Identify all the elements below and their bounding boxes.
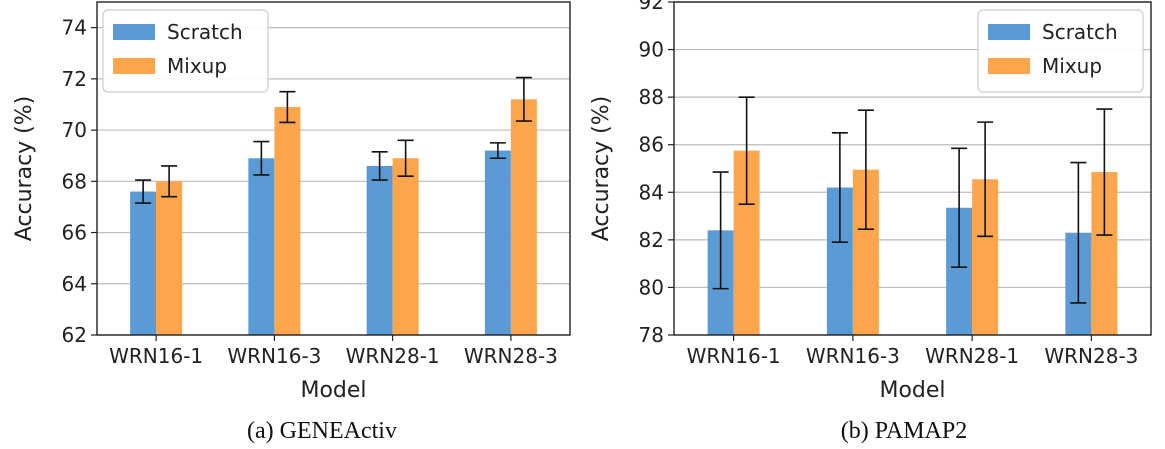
y-tick-label: 72 <box>62 67 87 91</box>
x-axis-title: Model <box>300 378 366 403</box>
legend-label-mixup: Mixup <box>1042 54 1102 78</box>
legend-label-scratch: Scratch <box>167 20 243 44</box>
legend: Scratch Mixup <box>977 9 1144 93</box>
bar-mixup-wrn28-3 <box>510 99 537 335</box>
bar-scratch-wrn16-1 <box>130 191 157 335</box>
y-tick-label: 90 <box>639 38 664 62</box>
plot-frame <box>96 1 571 336</box>
chart-panel-1: 78 80 82 84 86 88 90 92 WRN16-1 WRN16-3 WRN28-1 WRN… <box>589 0 1152 444</box>
legend-swatch-mixup <box>988 58 1030 74</box>
x-tick-label: WRN28-3 <box>464 344 558 368</box>
bar-scratch-wrn28-3 <box>484 150 511 335</box>
subfigure-caption: (b) PAMAP2 <box>841 418 967 444</box>
bar-mixup-wrn16-3 <box>274 107 301 336</box>
y-tick-label: 62 <box>62 323 87 347</box>
y-tick-label: 92 <box>639 0 664 14</box>
bar-mixup-wrn16-1 <box>156 181 183 335</box>
x-tick-label: WRN28-1 <box>346 344 440 368</box>
legend-swatch-scratch <box>113 24 155 40</box>
x-axis-title: Model <box>879 378 945 403</box>
y-tick-label: 80 <box>639 275 664 299</box>
y-tick-label: 78 <box>639 323 664 347</box>
y-tick-label: 84 <box>639 180 664 204</box>
bar-mixup-wrn28-1 <box>392 158 419 335</box>
plot-frame <box>673 1 1152 336</box>
subfigure-caption: (a) GENEActiv <box>247 418 397 444</box>
y-axis-title: Accuracy (%) <box>589 96 614 242</box>
y-tick-label: 68 <box>62 169 87 193</box>
bar-scratch-wrn28-1 <box>366 165 393 335</box>
x-tick-label: WRN28-1 <box>925 344 1019 368</box>
x-tick-label: WRN16-1 <box>109 344 203 368</box>
legend: Scratch Mixup <box>102 9 269 93</box>
x-tick-label: WRN16-3 <box>806 344 900 368</box>
legend-label-mixup: Mixup <box>167 54 227 78</box>
chart-panel-0: 62 64 66 68 70 72 74 WRN16-1 WRN16-3 WRN28-1 WRN28… <box>12 1 571 444</box>
y-tick-label: 64 <box>62 272 87 296</box>
y-axis-title: Accuracy (%) <box>12 96 37 242</box>
bar-scratch-wrn16-3 <box>248 158 275 335</box>
legend-label-scratch: Scratch <box>1042 20 1118 44</box>
y-tick-label: 70 <box>62 118 87 142</box>
x-tick-label: WRN16-3 <box>227 344 321 368</box>
x-tick-label: WRN28-3 <box>1044 344 1138 368</box>
legend-swatch-scratch <box>988 24 1030 40</box>
y-tick-label: 66 <box>62 221 87 245</box>
y-tick-label: 74 <box>62 16 87 40</box>
y-tick-label: 82 <box>639 228 664 252</box>
y-tick-label: 88 <box>639 85 664 109</box>
y-tick-label: 86 <box>639 133 664 157</box>
x-tick-label: WRN16-1 <box>687 344 781 368</box>
legend-swatch-mixup <box>113 58 155 74</box>
